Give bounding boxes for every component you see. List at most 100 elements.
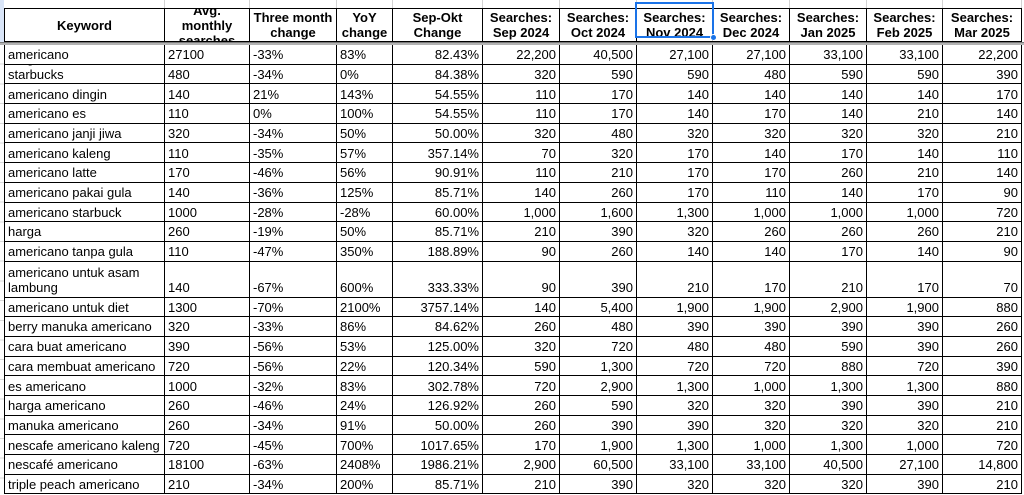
value-cell[interactable]: 720 bbox=[867, 356, 943, 376]
keyword-cell[interactable]: americano pakai gula bbox=[5, 182, 165, 202]
value-cell[interactable]: 1,000 bbox=[867, 435, 943, 455]
keyword-cell[interactable]: americano tanpa gula bbox=[5, 241, 165, 261]
value-cell[interactable]: 1,900 bbox=[867, 297, 943, 317]
value-cell[interactable]: 143% bbox=[337, 84, 393, 104]
value-cell[interactable]: 50% bbox=[337, 123, 393, 143]
value-cell[interactable]: 1,300 bbox=[637, 202, 713, 222]
value-cell[interactable]: 210 bbox=[943, 222, 1022, 241]
value-cell[interactable]: -33% bbox=[250, 317, 337, 336]
value-cell[interactable]: 210 bbox=[637, 261, 713, 297]
value-cell[interactable]: 24% bbox=[337, 396, 393, 415]
value-cell[interactable]: 33,100 bbox=[713, 455, 790, 474]
column-header[interactable]: Three month change bbox=[250, 9, 337, 41]
value-cell[interactable]: 390 bbox=[637, 317, 713, 336]
value-cell[interactable]: 56% bbox=[337, 163, 393, 182]
value-cell[interactable]: -28% bbox=[337, 202, 393, 222]
value-cell[interactable]: 170 bbox=[867, 182, 943, 202]
value-cell[interactable]: 140 bbox=[713, 143, 790, 163]
value-cell[interactable]: 320 bbox=[560, 143, 637, 163]
fill-handle[interactable] bbox=[710, 34, 717, 41]
value-cell[interactable]: 33,100 bbox=[790, 45, 867, 64]
value-cell[interactable]: 140 bbox=[483, 182, 560, 202]
value-cell[interactable]: 1300 bbox=[165, 297, 250, 317]
value-cell[interactable]: 54.55% bbox=[393, 104, 483, 123]
value-cell[interactable]: 140 bbox=[165, 261, 250, 297]
value-cell[interactable]: 5,400 bbox=[560, 297, 637, 317]
value-cell[interactable]: 480 bbox=[713, 336, 790, 356]
value-cell[interactable]: 140 bbox=[165, 84, 250, 104]
value-cell[interactable]: 83% bbox=[337, 45, 393, 64]
value-cell[interactable]: 720 bbox=[637, 356, 713, 376]
keyword-cell[interactable]: americano dingin bbox=[5, 84, 165, 104]
value-cell[interactable]: 90 bbox=[943, 182, 1022, 202]
value-cell[interactable]: 720 bbox=[165, 356, 250, 376]
value-cell[interactable]: 1,300 bbox=[790, 376, 867, 395]
value-cell[interactable]: 590 bbox=[483, 356, 560, 376]
value-cell[interactable]: 320 bbox=[713, 396, 790, 415]
column-header[interactable]: Searches: Jan 2025 bbox=[790, 9, 867, 41]
value-cell[interactable]: 22,200 bbox=[943, 45, 1022, 64]
value-cell[interactable]: 170 bbox=[867, 261, 943, 297]
value-cell[interactable]: 320 bbox=[637, 222, 713, 241]
value-cell[interactable]: -56% bbox=[250, 356, 337, 376]
value-cell[interactable]: 1,900 bbox=[560, 435, 637, 455]
value-cell[interactable]: 86% bbox=[337, 317, 393, 336]
keyword-cell[interactable]: cara membuat americano bbox=[5, 356, 165, 376]
value-cell[interactable]: 140 bbox=[637, 241, 713, 261]
value-cell[interactable]: 590 bbox=[560, 64, 637, 84]
value-cell[interactable]: 260 bbox=[483, 415, 560, 435]
value-cell[interactable]: 170 bbox=[790, 241, 867, 261]
value-cell[interactable]: 170 bbox=[713, 163, 790, 182]
value-cell[interactable]: 140 bbox=[867, 84, 943, 104]
value-cell[interactable]: 1000 bbox=[165, 202, 250, 222]
value-cell[interactable]: 480 bbox=[165, 64, 250, 84]
value-cell[interactable]: -46% bbox=[250, 163, 337, 182]
value-cell[interactable]: -45% bbox=[250, 435, 337, 455]
value-cell[interactable]: -19% bbox=[250, 222, 337, 241]
value-cell[interactable]: 357.14% bbox=[393, 143, 483, 163]
value-cell[interactable]: 333.33% bbox=[393, 261, 483, 297]
value-cell[interactable]: 27,100 bbox=[713, 45, 790, 64]
value-cell[interactable]: -35% bbox=[250, 143, 337, 163]
value-cell[interactable]: 260 bbox=[483, 396, 560, 415]
value-cell[interactable]: 60,500 bbox=[560, 455, 637, 474]
value-cell[interactable]: 1017.65% bbox=[393, 435, 483, 455]
value-cell[interactable]: 260 bbox=[165, 396, 250, 415]
value-cell[interactable]: 140 bbox=[165, 182, 250, 202]
value-cell[interactable]: 27100 bbox=[165, 45, 250, 64]
keyword-cell[interactable]: americano es bbox=[5, 104, 165, 123]
value-cell[interactable]: 140 bbox=[713, 241, 790, 261]
value-cell[interactable]: 0% bbox=[337, 64, 393, 84]
value-cell[interactable]: 720 bbox=[483, 376, 560, 395]
column-header[interactable]: Searches: Oct 2024 bbox=[560, 9, 637, 41]
value-cell[interactable]: 480 bbox=[713, 64, 790, 84]
value-cell[interactable]: 260 bbox=[943, 317, 1022, 336]
value-cell[interactable]: -34% bbox=[250, 474, 337, 494]
value-cell[interactable]: 390 bbox=[867, 317, 943, 336]
value-cell[interactable]: 390 bbox=[943, 356, 1022, 376]
column-header[interactable]: YoY change bbox=[337, 9, 393, 41]
value-cell[interactable]: 170 bbox=[637, 182, 713, 202]
value-cell[interactable]: 260 bbox=[560, 182, 637, 202]
keyword-cell[interactable]: americano untuk asam lambung bbox=[5, 261, 165, 297]
value-cell[interactable]: 320 bbox=[713, 123, 790, 143]
value-cell[interactable]: 140 bbox=[867, 143, 943, 163]
value-cell[interactable]: 720 bbox=[560, 336, 637, 356]
column-header[interactable]: Sep-Okt Change bbox=[393, 9, 483, 41]
value-cell[interactable]: 110 bbox=[483, 104, 560, 123]
value-cell[interactable]: 1,000 bbox=[483, 202, 560, 222]
value-cell[interactable]: 110 bbox=[483, 84, 560, 104]
value-cell[interactable]: 390 bbox=[165, 336, 250, 356]
value-cell[interactable]: 260 bbox=[560, 241, 637, 261]
value-cell[interactable]: 100% bbox=[337, 104, 393, 123]
value-cell[interactable]: 3757.14% bbox=[393, 297, 483, 317]
column-header[interactable]: Searches: Nov 2024 bbox=[637, 9, 713, 41]
value-cell[interactable]: 700% bbox=[337, 435, 393, 455]
value-cell[interactable]: 260 bbox=[943, 336, 1022, 356]
value-cell[interactable]: 320 bbox=[637, 123, 713, 143]
keyword-cell[interactable]: americano untuk diet bbox=[5, 297, 165, 317]
value-cell[interactable]: 480 bbox=[560, 317, 637, 336]
value-cell[interactable]: -28% bbox=[250, 202, 337, 222]
value-cell[interactable]: 210 bbox=[483, 222, 560, 241]
value-cell[interactable]: 720 bbox=[943, 202, 1022, 222]
